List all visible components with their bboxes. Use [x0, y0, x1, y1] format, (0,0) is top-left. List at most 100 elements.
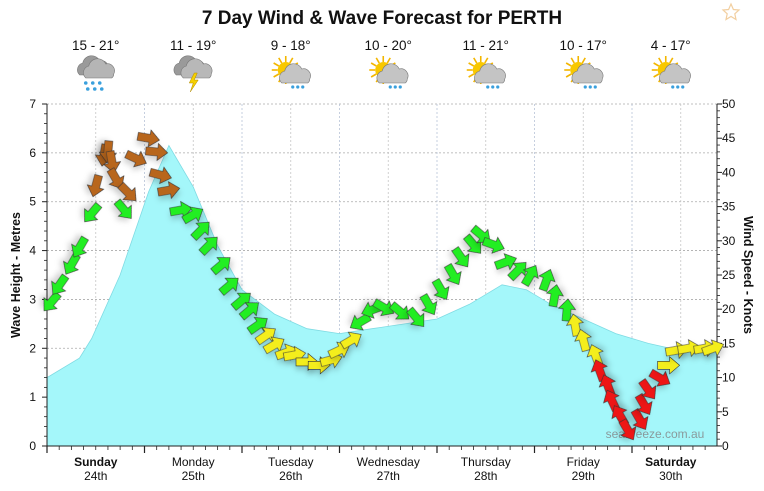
x-tick-label-day: Wednesday — [357, 455, 420, 469]
rain-drop — [491, 85, 495, 89]
sun-ray — [565, 62, 572, 67]
wind-arrow-green — [181, 206, 204, 225]
rain-drop — [393, 85, 397, 89]
rain-drop — [398, 85, 402, 89]
sun-ray — [386, 57, 391, 64]
lightning-bolt — [188, 72, 199, 93]
y-tick-label: 1 — [29, 390, 36, 404]
y-tick-label: 0 — [29, 439, 36, 453]
wind-arrow-green — [481, 236, 505, 254]
cloud-shape — [83, 58, 115, 79]
sun-ray — [565, 73, 572, 78]
wind-arrow-red — [618, 418, 637, 441]
wind-arrow-green — [84, 201, 103, 223]
wind-arrow-brown — [103, 150, 122, 174]
wind-arrow-green — [51, 273, 70, 295]
day-temperature: 11 - 21° — [463, 38, 509, 53]
sun-cloud-showers-icon — [466, 56, 506, 89]
wind-arrow-red — [630, 408, 649, 430]
y2-tick-label: 50 — [722, 97, 736, 111]
sun-ray — [669, 57, 674, 64]
x-tick-label-day: Thursday — [461, 455, 511, 469]
wind-arrow-green — [538, 269, 556, 292]
wind-arrow-green — [113, 198, 132, 219]
rain-drop — [291, 85, 295, 89]
thunderstorm-icon — [173, 55, 213, 93]
sun-ray — [473, 57, 478, 64]
cloud-shape — [571, 63, 604, 84]
wind-arrow-red — [648, 368, 671, 387]
y2-tick-label: 45 — [722, 131, 736, 145]
wind-arrow-green — [431, 278, 450, 300]
day-temperature: 10 - 20° — [365, 38, 412, 53]
sun-ray — [570, 57, 575, 64]
rain-drop — [496, 85, 500, 89]
x-tick-label-date: 26th — [279, 469, 302, 483]
x-tick-label-date: 30th — [659, 469, 682, 483]
wind-arrow-green — [230, 292, 251, 311]
cloud-shape — [376, 63, 409, 84]
wind-arrow-brown — [106, 167, 125, 190]
wind-arrow-green — [198, 236, 218, 256]
rain-drop — [83, 81, 88, 85]
wind-arrow-green — [419, 293, 438, 316]
rain-drop — [671, 85, 675, 89]
wind-arrow-brown — [136, 129, 160, 148]
y-tick-label: 7 — [29, 97, 36, 111]
wind-arrow-green — [545, 284, 564, 308]
day-temperature: 9 - 18° — [271, 38, 311, 53]
sun-ray — [653, 73, 660, 78]
y2-tick-label: 20 — [722, 302, 736, 316]
y2-tick-label: 10 — [722, 371, 736, 385]
day-temperature: 15 - 21° — [72, 38, 119, 53]
x-tick-label-day: Tuesday — [268, 455, 314, 469]
sun-ray — [375, 57, 380, 64]
rain-drop — [99, 87, 104, 91]
wind-arrow-yellow — [574, 328, 592, 353]
y-tick-label: 5 — [29, 195, 36, 209]
y-tick-label: 4 — [29, 244, 36, 258]
wind-arrow-brown — [117, 181, 137, 202]
sun-ray — [289, 57, 294, 64]
wind-arrow-green — [238, 302, 259, 321]
y2-tick-label: 0 — [722, 439, 729, 453]
wind-arrow-brown — [86, 174, 105, 198]
cloud-shape — [659, 63, 691, 84]
rain-drop — [583, 85, 587, 89]
rain-drop — [588, 85, 592, 89]
sun-ray — [484, 57, 489, 64]
wind-arrow-green — [190, 221, 210, 241]
y2-tick-label: 40 — [722, 165, 736, 179]
heavy-rain-icon — [77, 55, 115, 91]
rain-drop — [388, 85, 392, 89]
sun-ray — [273, 73, 280, 78]
sun-ray — [370, 62, 377, 67]
wind-arrow-green — [246, 317, 268, 335]
wind-arrow-red — [598, 374, 616, 398]
cloud-shape — [180, 58, 213, 79]
day-temperature: 4 - 17° — [651, 38, 691, 53]
wind-arrow-red — [634, 393, 653, 415]
rain-drop — [486, 85, 490, 89]
sun-ray — [273, 62, 280, 67]
y2-tick-label: 35 — [722, 200, 736, 214]
x-tick-label-day: Monday — [172, 455, 215, 469]
y-axis-label: Wave Height - Metres — [9, 212, 23, 338]
wind-arrow-green — [43, 290, 62, 312]
day-temperature: 11 - 19° — [170, 38, 216, 53]
y2-tick-label: 5 — [722, 405, 729, 419]
x-tick-label-date: 24th — [84, 469, 107, 483]
rain-drop — [681, 85, 685, 89]
wind-arrow-yellow — [339, 331, 362, 350]
favourite-star-icon[interactable] — [721, 2, 741, 21]
wind-arrow-red — [638, 378, 657, 400]
wind-arrow-green — [406, 306, 425, 327]
cloud-shape — [474, 63, 506, 84]
y2-tick-label: 15 — [722, 336, 736, 350]
wind-arrow-green — [63, 252, 81, 275]
sun-ray — [370, 73, 377, 78]
wind-arrow-green — [218, 277, 239, 296]
wind-arrow-green — [210, 257, 231, 276]
y-tick-label: 3 — [29, 292, 36, 306]
y2-axis-label: Wind Speed - Knots — [741, 216, 755, 334]
